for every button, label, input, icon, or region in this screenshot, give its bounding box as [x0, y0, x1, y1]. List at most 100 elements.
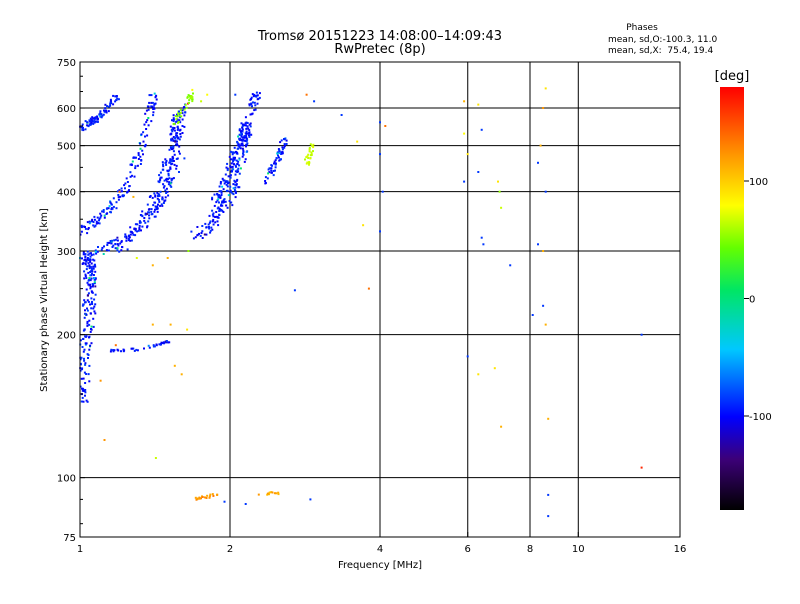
data-point — [278, 159, 281, 162]
data-point — [143, 219, 146, 222]
data-point — [113, 239, 116, 242]
data-point — [157, 203, 159, 206]
data-point — [105, 207, 108, 210]
data-point — [151, 196, 154, 199]
data-point — [99, 110, 102, 113]
data-point — [120, 350, 122, 353]
data-point — [231, 192, 234, 195]
data-point — [229, 185, 232, 188]
data-point — [88, 336, 90, 339]
stats-line-x: mean, sd,X: 75.4, 19.4 — [608, 46, 714, 56]
data-point — [242, 152, 244, 155]
data-point — [181, 118, 184, 121]
data-point — [168, 177, 171, 180]
data-point — [171, 148, 173, 151]
data-point — [267, 168, 270, 171]
x-tick-label: 16 — [674, 544, 687, 555]
data-point — [147, 108, 150, 111]
data-point — [172, 117, 175, 120]
data-point — [466, 153, 469, 156]
data-point — [156, 210, 159, 213]
data-point — [92, 122, 95, 125]
data-point — [141, 210, 144, 213]
data-point — [379, 153, 381, 156]
data-point — [79, 385, 82, 388]
data-point — [270, 491, 273, 494]
colorbar-tick-label: 100 — [749, 177, 768, 188]
data-point — [84, 301, 86, 304]
data-point — [248, 134, 250, 137]
data-point — [264, 176, 267, 179]
data-point — [309, 143, 312, 146]
data-point — [500, 206, 503, 209]
data-point — [477, 103, 480, 106]
data-point — [146, 134, 149, 137]
data-point — [100, 113, 103, 116]
data-point — [82, 338, 85, 340]
data-point — [245, 140, 248, 143]
data-point — [80, 224, 83, 227]
data-point — [218, 213, 221, 216]
data-point — [223, 198, 226, 201]
data-point — [225, 166, 228, 169]
data-point — [86, 309, 89, 312]
data-point — [270, 169, 273, 172]
data-point — [208, 226, 210, 228]
data-point — [82, 329, 85, 332]
data-point — [230, 169, 233, 172]
data-point — [248, 135, 251, 138]
data-point — [83, 359, 86, 362]
data-point — [171, 158, 174, 161]
data-point — [90, 342, 93, 345]
data-point — [170, 128, 173, 131]
data-point — [248, 103, 251, 106]
data-point — [116, 190, 119, 193]
data-point — [161, 161, 164, 164]
data-point — [167, 178, 169, 181]
data-point — [241, 136, 244, 139]
data-point — [246, 142, 249, 145]
data-point — [148, 214, 150, 217]
data-point — [171, 156, 174, 159]
data-point — [218, 185, 221, 188]
data-point — [94, 250, 97, 253]
data-point — [155, 343, 158, 346]
data-point — [165, 187, 168, 190]
data-point — [245, 134, 248, 137]
data-point — [253, 94, 256, 97]
data-point — [245, 121, 248, 124]
data-point — [118, 250, 121, 253]
data-point — [84, 273, 87, 276]
data-point — [151, 213, 154, 215]
data-point — [93, 277, 96, 279]
data-point — [117, 198, 120, 201]
data-point — [114, 344, 117, 347]
data-point — [147, 344, 150, 347]
data-point — [94, 312, 97, 315]
data-point — [84, 363, 87, 366]
data-point — [208, 227, 211, 230]
data-point — [254, 108, 257, 111]
data-point — [191, 88, 194, 91]
data-point — [249, 113, 252, 116]
data-point — [537, 161, 539, 164]
data-point — [107, 249, 110, 252]
data-point — [264, 180, 267, 182]
data-point — [275, 162, 277, 165]
data-point — [88, 284, 91, 287]
data-point — [276, 151, 279, 154]
data-point — [87, 292, 90, 295]
stats-line-o: mean, sd,O:-100.3, 11.0 — [608, 35, 718, 45]
colorbar-ticks: 100 0 -100 — [744, 177, 772, 423]
data-point — [480, 128, 483, 131]
data-point — [172, 139, 175, 142]
data-point — [274, 166, 277, 169]
data-point — [86, 121, 89, 124]
data-point — [145, 213, 148, 215]
data-point — [138, 227, 141, 229]
data-point — [244, 158, 247, 161]
data-point — [270, 164, 273, 167]
data-point — [544, 323, 547, 326]
data-point — [531, 314, 534, 316]
colorbar-label: [deg] — [715, 69, 750, 84]
